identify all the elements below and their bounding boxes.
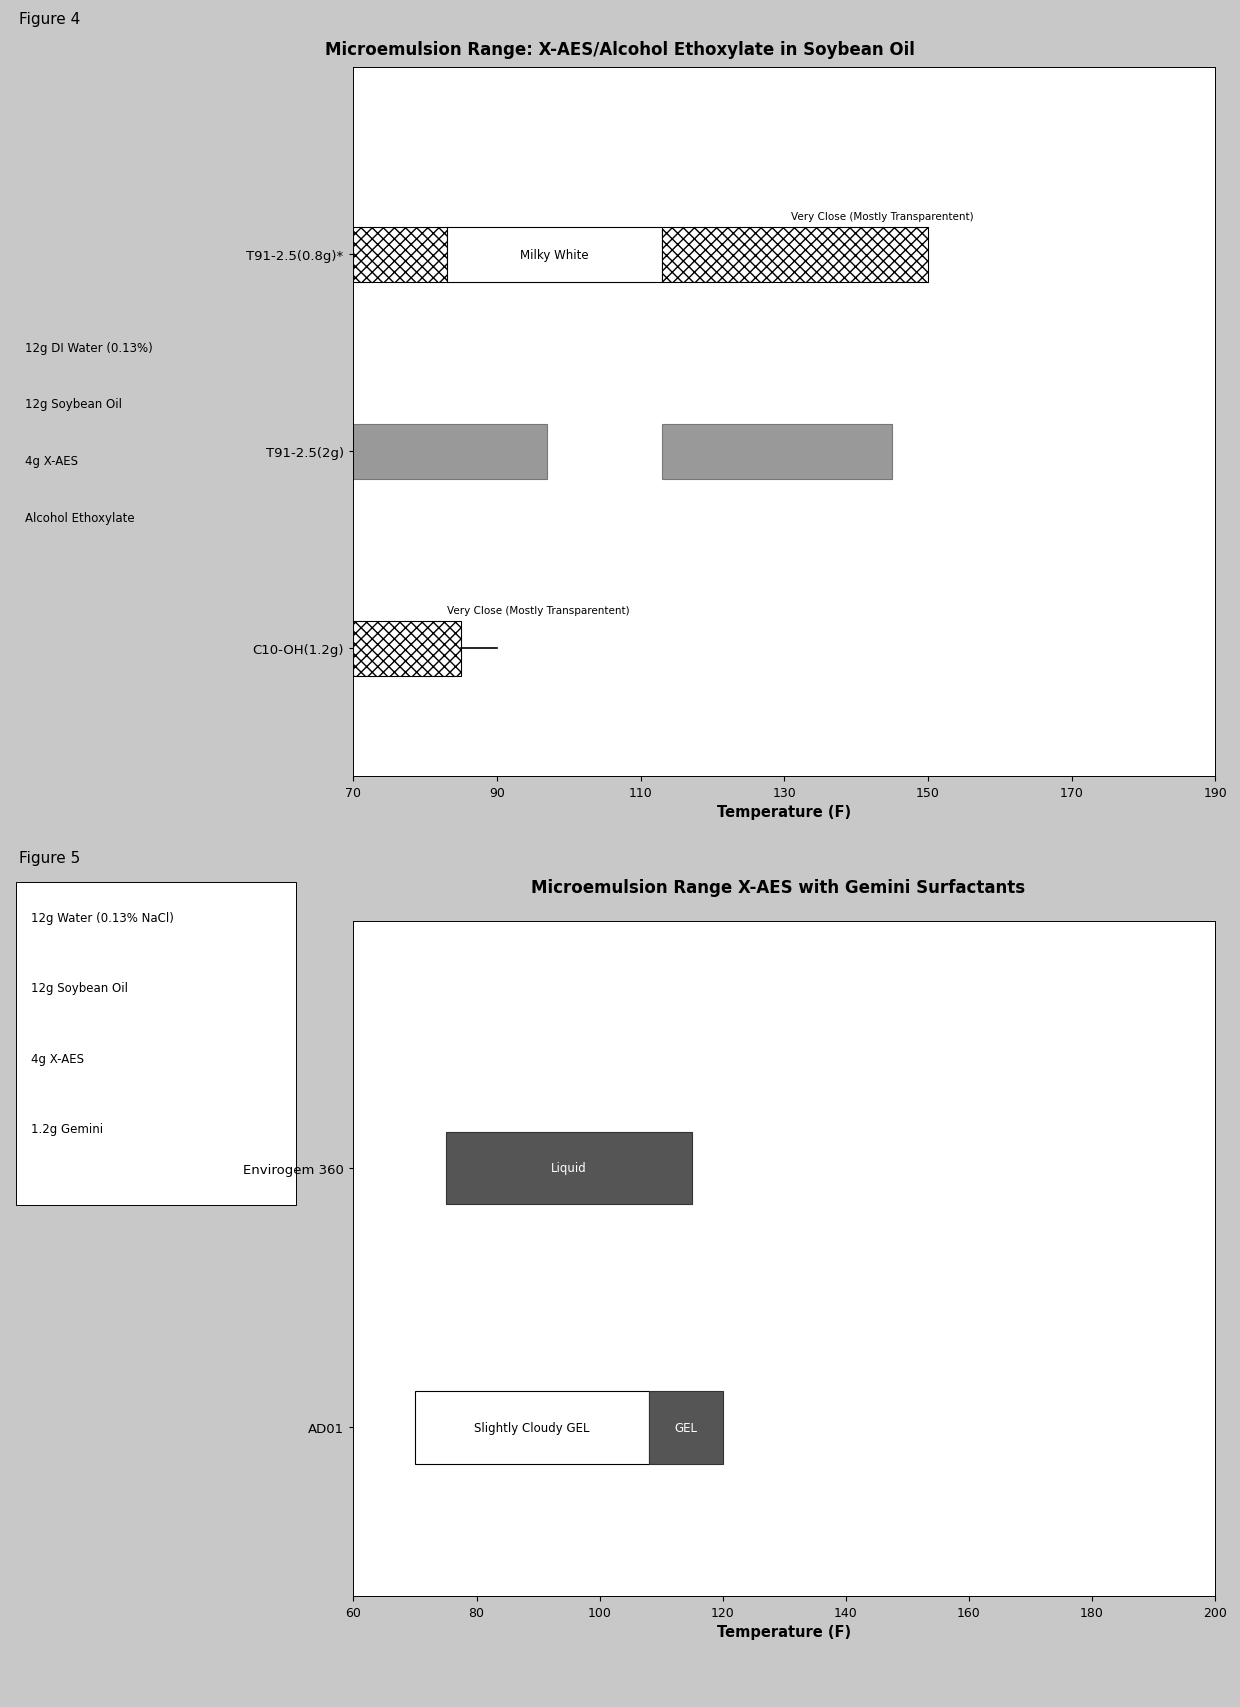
Text: 12g Soybean Oil: 12g Soybean Oil (31, 982, 128, 995)
Text: Slightly Cloudy GEL: Slightly Cloudy GEL (474, 1420, 590, 1434)
Bar (353, 621, 461, 676)
Text: Figure 4: Figure 4 (19, 12, 79, 27)
Bar (353, 425, 547, 480)
Text: Microemulsion Range: X-AES/Alcohol Ethoxylate in Soybean Oil: Microemulsion Range: X-AES/Alcohol Ethox… (325, 41, 915, 60)
Text: 4g X-AES: 4g X-AES (25, 454, 78, 468)
X-axis label: Temperature (F): Temperature (F) (717, 1625, 852, 1639)
Bar (415, 1391, 649, 1465)
Bar (662, 425, 892, 480)
Text: Microemulsion Range X-AES with Gemini Surfactants: Microemulsion Range X-AES with Gemini Su… (531, 879, 1025, 896)
Text: Very Close (Mostly Transparentent): Very Close (Mostly Transparentent) (446, 606, 630, 615)
Bar (662, 227, 928, 283)
Text: 12g Soybean Oil: 12g Soybean Oil (25, 398, 122, 411)
Bar (445, 1132, 692, 1205)
Text: Very Close (Mostly Transparentent): Very Close (Mostly Transparentent) (791, 212, 975, 222)
Text: 4g X-AES: 4g X-AES (31, 1052, 83, 1065)
Text: Alcohol Ethoxylate: Alcohol Ethoxylate (25, 512, 134, 524)
Text: 12g Water (0.13% NaCl): 12g Water (0.13% NaCl) (31, 912, 174, 925)
FancyBboxPatch shape (16, 883, 295, 1205)
Text: GEL: GEL (675, 1420, 697, 1434)
Text: Figure 5: Figure 5 (19, 850, 79, 865)
Text: 1.2g Gemini: 1.2g Gemini (31, 1123, 103, 1135)
X-axis label: Temperature (F): Temperature (F) (717, 806, 852, 819)
Text: Liquid: Liquid (551, 1162, 587, 1174)
Bar (446, 227, 662, 283)
Bar (649, 1391, 723, 1465)
Text: 12g DI Water (0.13%): 12g DI Water (0.13%) (25, 341, 153, 355)
Bar (353, 227, 446, 283)
Text: Milky White: Milky White (520, 249, 589, 261)
